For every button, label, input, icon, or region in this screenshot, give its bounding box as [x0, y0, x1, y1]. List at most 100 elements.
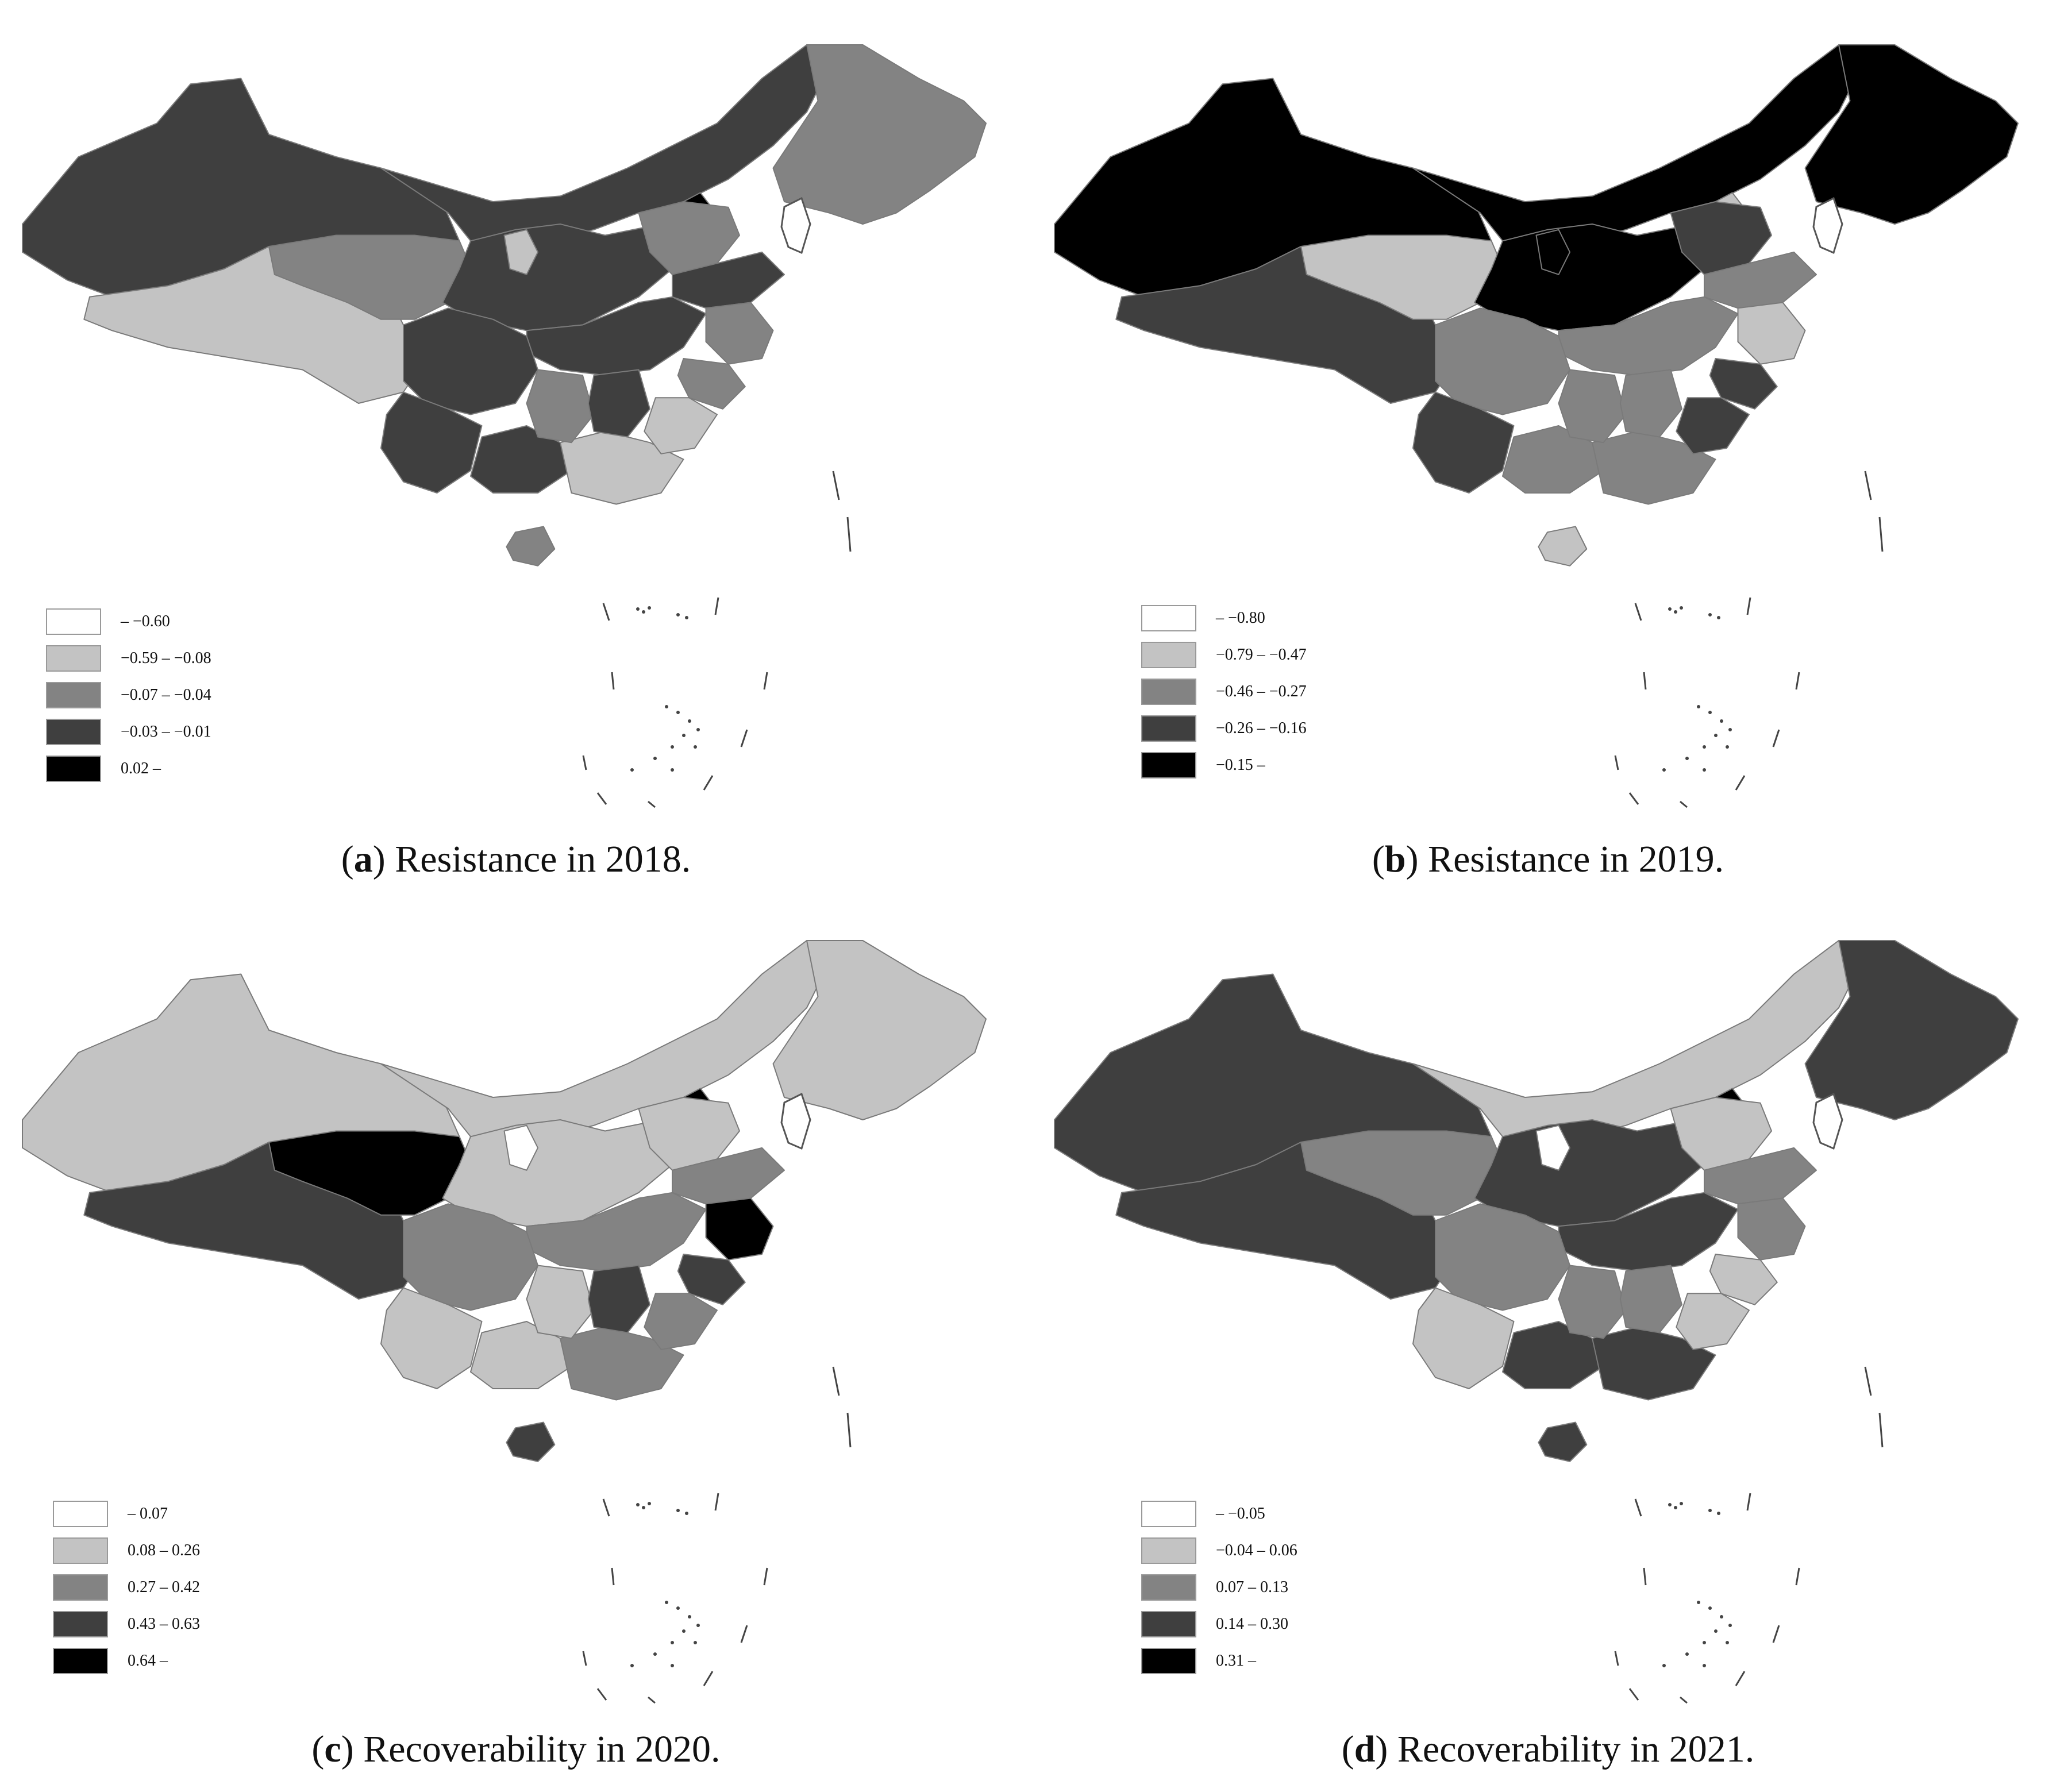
island-dot: [685, 616, 688, 619]
legend: – 0.07 0.08 – 0.26 0.27 – 0.42 0.43 – 0.63 0…: [53, 1496, 200, 1679]
legend-label: −0.59 – −0.08: [121, 649, 211, 667]
boundary-dash: [602, 603, 610, 621]
legend-item: 0.43 – 0.63: [53, 1606, 200, 1643]
legend: – −0.80 −0.79 – −0.47 −0.46 – −0.27 −0.26 –…: [1141, 600, 1307, 784]
legend-item: −0.46 – −0.27: [1141, 673, 1307, 710]
legend-swatch: [53, 1648, 108, 1674]
island-dot: [1726, 745, 1729, 749]
boundary-dash: [1680, 800, 1688, 808]
island-dot: [1708, 613, 1712, 616]
island-dot: [1703, 1664, 1706, 1667]
panel-d: – −0.05 −0.04 – 0.06 0.07 – 0.13 0.14 – 0.3…: [1032, 896, 2064, 1791]
choropleth-map: [22, 44, 987, 808]
island-dot: [1674, 610, 1677, 614]
legend-swatch: [53, 1537, 108, 1564]
island-dot: [1697, 1601, 1700, 1604]
region-shandong: [672, 1147, 785, 1205]
boundary-dash: [832, 1366, 840, 1396]
island-dot: [671, 768, 674, 772]
caption: (a) Resistance in 2018.: [341, 838, 691, 880]
legend-item: −0.59 – −0.08: [46, 640, 211, 677]
boundary-dash: [648, 1696, 656, 1704]
legend-item: −0.26 – −0.16: [1141, 710, 1307, 747]
legend-label: 0.07 – 0.13: [1216, 1578, 1288, 1596]
island-dot: [1726, 1641, 1729, 1644]
boundary-dash: [648, 800, 656, 808]
region-northeast: [1804, 44, 2019, 225]
boundary-dash: [1795, 672, 1800, 690]
island-dot: [1668, 607, 1672, 611]
choropleth-map: [22, 940, 987, 1704]
region-hunan: [526, 369, 595, 444]
boundary-dash: [611, 1567, 615, 1586]
boundary-dash: [703, 1671, 714, 1686]
island-dot: [1685, 757, 1689, 760]
legend-item: 0.31 –: [1141, 1643, 1297, 1679]
region-fujian: [1676, 1293, 1750, 1350]
island-dot: [1685, 1652, 1689, 1656]
boundary-dash: [1735, 775, 1746, 791]
south-china-sea-inset: [1614, 471, 1884, 808]
boundary-dash: [1746, 597, 1751, 615]
legend-label: 0.43 – 0.63: [128, 1615, 200, 1633]
island-dot: [671, 1641, 674, 1644]
boundary-dash: [596, 1688, 607, 1701]
boundary-dash: [703, 775, 714, 791]
south-china-sea-inset: [1614, 1366, 1884, 1704]
region-jiangxi: [587, 369, 650, 438]
boundary-dash: [1628, 792, 1639, 805]
boundary-dash: [1795, 1567, 1800, 1586]
region-zhejiang: [1709, 358, 1778, 410]
legend-label: 0.31 –: [1216, 1652, 1256, 1670]
boundary-dash: [1614, 1651, 1619, 1666]
legend-swatch: [1141, 1611, 1196, 1637]
island-dot: [694, 1641, 697, 1644]
region-hunan: [1558, 369, 1627, 444]
legend-label: −0.03 – −0.01: [121, 723, 211, 741]
island-dot: [1708, 711, 1712, 714]
region-hainan: [1538, 526, 1588, 566]
region-qinghai: [1300, 1130, 1509, 1216]
island-dot: [685, 1512, 688, 1515]
boundary-dash: [1878, 1412, 1884, 1448]
island-dot: [642, 1506, 645, 1509]
boundary-dash: [1634, 1498, 1642, 1517]
legend-label: −0.04 – 0.06: [1216, 1541, 1297, 1559]
south-china-sea-inset: [582, 471, 852, 808]
boundary-dash: [1772, 1625, 1780, 1643]
island-dot: [1674, 1506, 1677, 1509]
island-dot: [694, 745, 697, 749]
legend-item: −0.04 – 0.06: [1141, 1532, 1297, 1569]
boundary-dash: [1643, 672, 1647, 690]
region-shandong: [672, 251, 785, 309]
boundary-dash: [1735, 1671, 1746, 1686]
region-guangxi: [1502, 425, 1604, 494]
boundary-dash: [582, 755, 587, 770]
legend-swatch: [1141, 679, 1196, 705]
legend: – −0.60 −0.59 – −0.08 −0.07 – −0.04 −0.03 –…: [46, 603, 211, 787]
region-north-china: [442, 223, 673, 332]
region-hainan: [1538, 1421, 1588, 1462]
region-guangxi: [470, 425, 572, 494]
caption: (c) Recoverability in 2020.: [311, 1728, 721, 1770]
legend-item: – −0.05: [1141, 1496, 1297, 1532]
island-dot: [630, 768, 634, 772]
caption: (d) Recoverability in 2021.: [1341, 1728, 1755, 1770]
region-jiangxi: [1619, 1265, 1682, 1334]
legend-swatch: [46, 608, 101, 635]
region-hebei: [638, 1097, 740, 1171]
region-qinghai: [268, 234, 477, 320]
boundary-dash: [1864, 471, 1872, 500]
island-dot: [1728, 728, 1732, 731]
legend-swatch: [1141, 1648, 1196, 1674]
legend-swatch: [53, 1501, 108, 1527]
island-dot: [676, 1606, 680, 1610]
region-guangxi: [1502, 1321, 1604, 1389]
legend-item: −0.79 – −0.47: [1141, 637, 1307, 673]
legend-label: −0.79 – −0.47: [1216, 646, 1307, 664]
island-dot: [676, 613, 680, 616]
island-dot: [688, 1615, 691, 1618]
region-northeast: [772, 44, 987, 225]
region-yunnan: [1412, 391, 1515, 494]
boundary-dash: [1864, 1366, 1872, 1396]
